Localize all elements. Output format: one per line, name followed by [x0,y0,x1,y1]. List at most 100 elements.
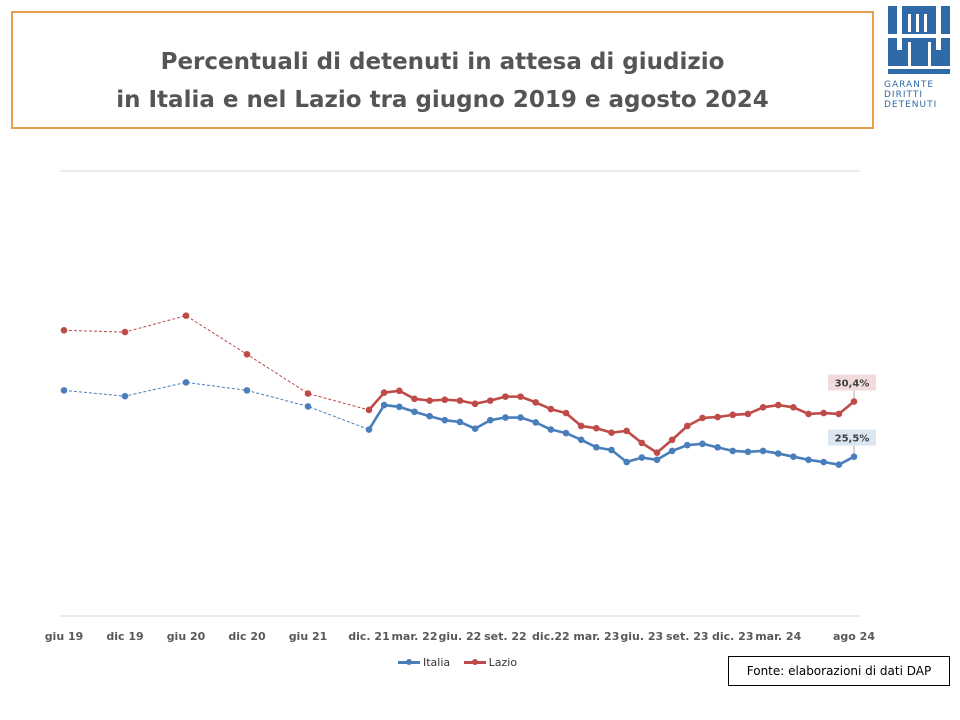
point-italia [805,456,812,464]
point-lazio [502,393,509,400]
point-lazio [441,396,449,404]
point-italia [365,426,373,433]
point-italia [486,416,494,424]
point-italia [593,444,600,451]
point-lazio [668,436,676,444]
point-lazio [699,414,706,422]
x-tick-label: dic. 23 [712,630,753,643]
x-tick-label: dic 20 [228,630,266,643]
point-lazio [304,390,312,397]
point-lazio [562,409,570,417]
point-italia [532,419,540,426]
point-italia [608,446,615,454]
garante-logo: GARANTE DIRITTI DETENUTI [884,2,958,110]
point-lazio [835,410,843,418]
point-italia [790,453,797,460]
point-lazio [182,312,190,319]
point-italia [668,447,676,455]
point-italia [380,401,388,409]
point-italia [759,447,767,455]
series-layer [60,312,858,469]
point-italia [714,444,721,451]
point-lazio [577,422,585,430]
x-tick-label: mar. 22 [391,630,437,643]
x-tick-label: dic.22 [532,630,570,643]
point-italia [638,454,646,461]
point-lazio [729,411,737,419]
point-italia [396,403,403,411]
logo-mark-icon [888,6,950,74]
point-lazio [714,413,721,421]
point-lazio [623,427,630,435]
point-lazio [396,387,403,395]
point-lazio [653,449,661,456]
point-italia [471,425,479,432]
point-lazio [471,400,479,408]
point-lazio [850,398,858,405]
chart-legend: Italia Lazio [398,654,527,672]
x-tick-label: mar. 23 [573,630,619,643]
line-chart: giu 19 dic 19 giu 20 dic 20 giu 21 dic. 21 mar… [45,170,876,643]
x-tick-label: set. 22 [484,630,527,643]
source-note: Fonte: elaborazioni di dati DAP [728,656,950,686]
point-lazio [638,439,646,447]
point-lazio [532,399,540,406]
point-italia [850,453,858,460]
label-layer: giu 19 dic 19 giu 20 dic 20 giu 21 dic. 21 mar… [45,374,876,643]
grid-layer [60,170,860,617]
x-tick-label: dic 19 [106,630,143,643]
legend-swatch-italia [398,659,420,665]
point-lazio [805,410,812,418]
chart-title-line-1: Percentuali di detenuti in attesa di giu… [160,49,725,75]
x-tick-label: mar. 24 [755,630,801,643]
point-italia [60,387,68,394]
point-lazio [365,406,373,414]
point-lazio [517,393,524,400]
point-lazio [411,395,418,403]
point-lazio [820,409,827,417]
point-italia [653,456,661,464]
x-tick-label: set. 23 [666,630,709,643]
data-label-italia-bg [828,429,876,446]
point-italia [577,436,585,444]
data-label-lazio: 30,4% [835,379,870,390]
series-italia-dashed-line [63,381,370,431]
point-italia [774,450,782,457]
point-italia [517,414,524,421]
data-label-lazio-bg [828,374,876,391]
point-lazio [790,403,797,411]
x-tick-label: giu 20 [167,630,206,643]
data-label-italia: 25,5% [835,434,870,445]
point-italia [426,412,433,420]
point-lazio [774,401,782,409]
point-lazio [683,422,691,430]
x-tick-label: dic. 21 [348,630,389,643]
point-lazio [759,403,767,411]
logo-text-line-2: DIRITTI [884,90,923,100]
point-lazio [243,351,251,358]
point-lazio [380,389,388,396]
point-italia [699,440,706,448]
logo-text-line-3: DETENUTI [884,100,938,110]
point-italia [744,448,752,456]
point-italia [304,403,312,410]
point-lazio [608,429,615,436]
point-lazio [744,410,752,418]
point-italia [182,379,190,386]
point-italia [441,416,449,424]
legend-swatch-lazio [463,659,486,665]
point-italia [835,461,843,469]
point-italia [547,426,555,433]
legend-item-italia: Italia [398,656,450,669]
point-lazio [547,405,555,413]
x-tick-label: ago 24 [833,630,875,643]
point-italia [820,458,827,466]
point-italia [562,429,570,437]
series-lazio-dashed-line [63,315,370,411]
point-italia [121,392,129,400]
x-tick-label: giu 21 [289,630,328,643]
legend-item-lazio: Lazio [463,656,517,669]
point-italia [623,458,630,466]
point-italia [243,387,251,394]
point-lazio [593,424,600,432]
